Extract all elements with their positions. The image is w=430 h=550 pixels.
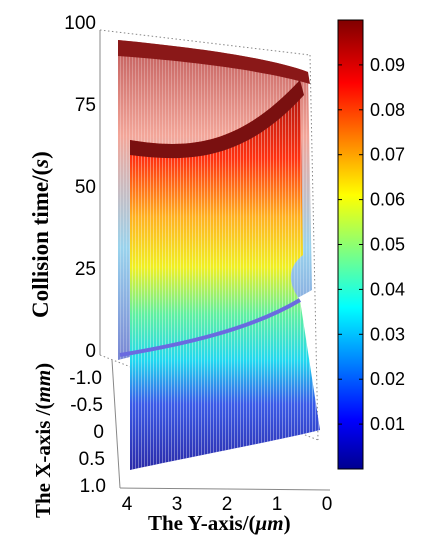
z-axis-ticks: 0 25 50 75 100 [64,13,96,362]
surface-rim-back [118,40,310,84]
y-tick-label: 4 [122,494,133,515]
z-tick-label: 100 [64,13,96,34]
surface-step-ridge [119,298,302,357]
x-tick-label: 1.0 [80,476,106,497]
colorbar-tick-label: 0.07 [370,145,405,165]
y-tick-label: 2 [222,494,233,515]
z-tick-label: 0 [85,341,96,362]
edge-back-right [309,54,319,441]
x-axis-ticks: -1.0 -0.5 0 0.5 1.0 [69,368,106,497]
y-tick-label: 0 [322,494,333,515]
z-axis-label: Collision time/(s) [28,151,53,318]
z-tick-label: 75 [75,95,96,116]
z-tick-label: 50 [75,177,96,198]
colorbar-ticks: 0.01 0.02 0.03 0.04 0.05 0.06 0.07 0.08 0.09 [338,55,405,434]
colorbar-tick-label: 0.06 [370,190,405,210]
x-tick-label: -0.5 [70,395,103,416]
x-tick-label: -1.0 [69,368,102,389]
x-tick-label: 0 [93,422,104,443]
y-tick-label: 1 [272,494,283,515]
colorbar-tick-label: 0.02 [370,369,405,389]
x-tick-label: 0.5 [79,449,105,470]
surface-top-band [130,80,304,159]
colorbar-tick-label: 0.04 [370,279,405,299]
y-axis-label: The Y-axis/(μm) [148,511,291,535]
edge-top-back [99,29,311,56]
z-tick-label: 25 [75,259,96,280]
y-axis-ticks: 4 3 2 1 0 [122,494,333,515]
edge-x-axis [111,359,121,489]
colorbar-tick-label: 0.01 [370,414,405,434]
colorbar-tick-label: 0.05 [370,235,405,255]
colorbar-tick-label: 0.09 [370,55,405,75]
colorbar-tick-label: 0.08 [370,100,405,120]
y-tick-label: 3 [172,494,183,515]
colorbar [337,19,364,470]
x-axis-label: The X-axis /(mm) [31,363,55,518]
colorbar-tick-label: 0.03 [370,324,405,344]
edge-y-axis [119,487,331,491]
